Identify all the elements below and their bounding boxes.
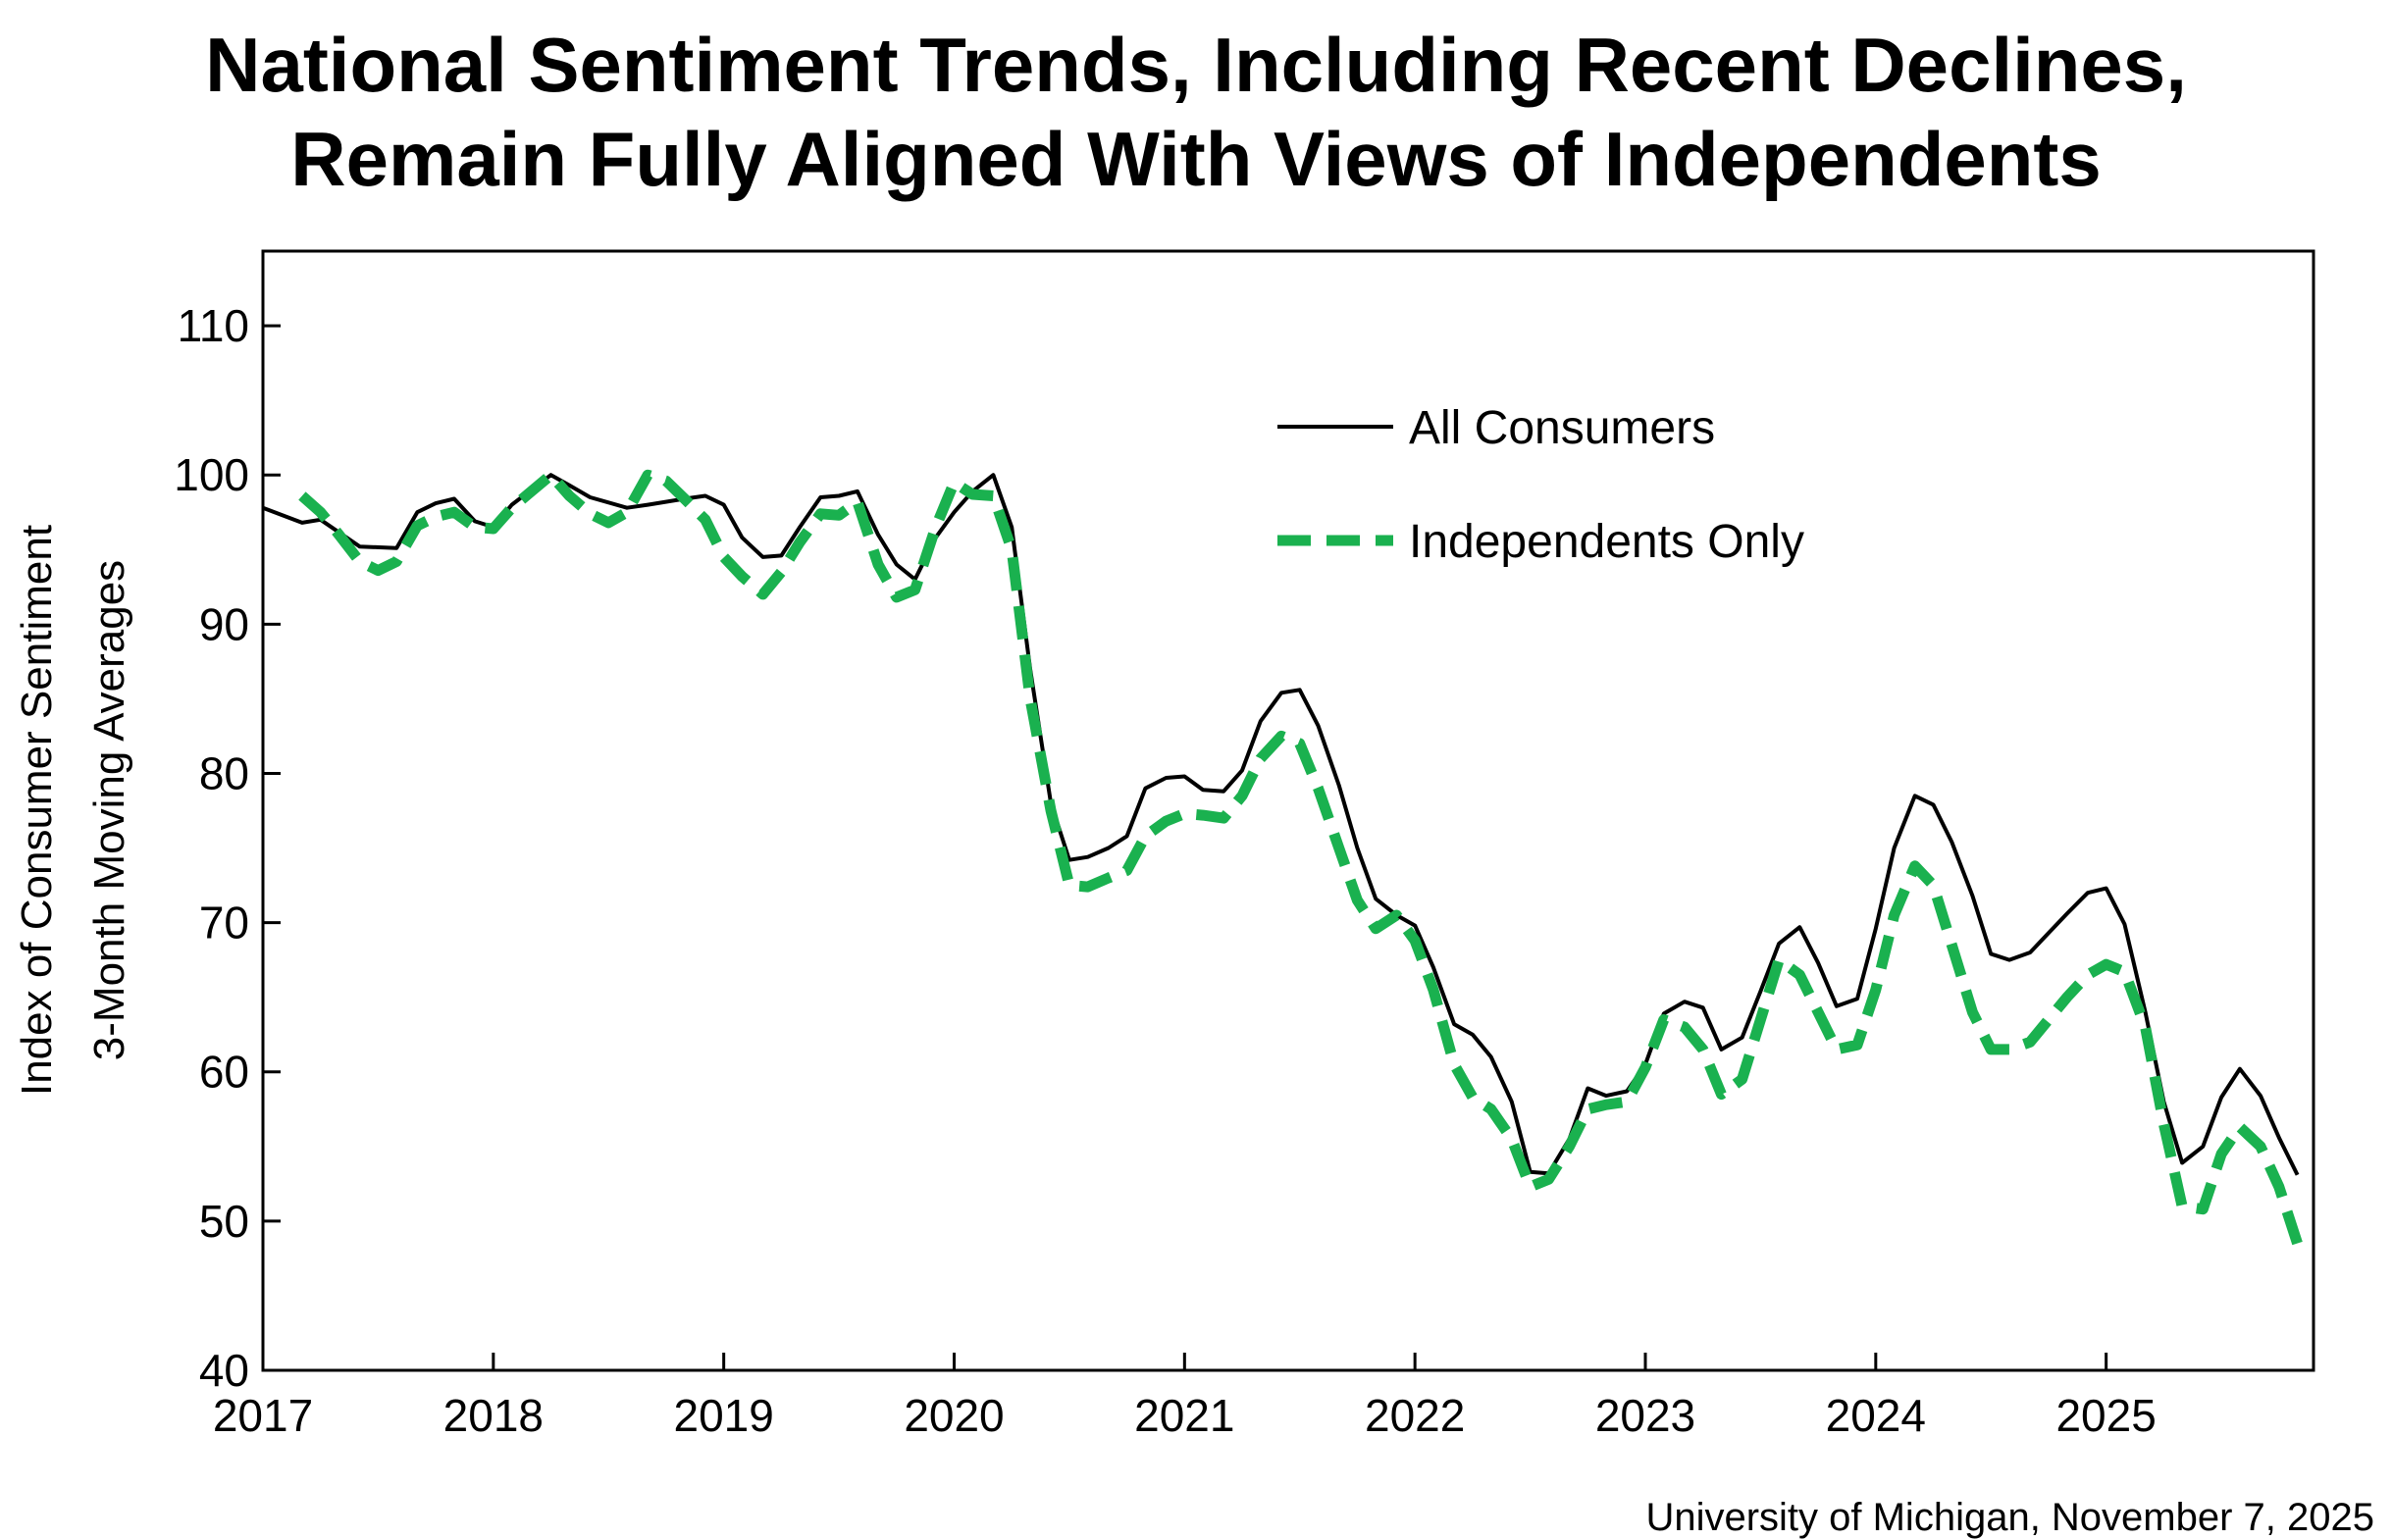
series-line-all-consumers [262, 473, 2300, 1176]
series-line-independents [298, 469, 2303, 1246]
y-tick-label: 50 [199, 1196, 249, 1247]
legend-label-independents: Independents Only [1409, 516, 1804, 568]
y-tick-label: 110 [178, 300, 249, 351]
x-tick-label: 2020 [904, 1390, 1004, 1441]
x-tick-label: 2023 [1595, 1390, 1695, 1441]
y-axis: 40 50 60 70 80 90 100 110 [174, 300, 281, 1396]
plot-frame [261, 249, 2315, 1372]
y-tick-label: 80 [199, 747, 249, 798]
chart-title-line-1: National Sentiment Trends, Including Rec… [205, 22, 2187, 108]
legend: All Consumers Independents Only [1277, 402, 1804, 568]
y-tick-label: 70 [199, 898, 249, 949]
x-tick-label: 2021 [1134, 1390, 1234, 1441]
chart-title: National Sentiment Trends, Including Rec… [0, 18, 2392, 206]
y-tick-label: 60 [199, 1047, 249, 1098]
y-tick-label: 40 [199, 1345, 249, 1396]
chart-title-line-2: Remain Fully Aligned With Views of Indep… [290, 116, 2102, 202]
y-tick-label: 100 [174, 449, 249, 500]
source-note: University of Michigan, November 7, 2025 [1645, 1496, 2374, 1539]
x-axis: 2017 2018 2019 2020 2021 2022 2023 2024 2025 [213, 1353, 2157, 1441]
y-axis-label-line-2: 3-Month Moving Averages [85, 560, 133, 1060]
x-tick-label: 2019 [673, 1390, 773, 1441]
x-tick-label: 2024 [1826, 1390, 1926, 1441]
y-tick-label: 90 [199, 598, 249, 649]
x-tick-label: 2017 [213, 1390, 313, 1441]
x-tick-label: 2025 [2055, 1390, 2156, 1441]
y-axis-label-line-1: Index of Consumer Sentiment [13, 525, 61, 1096]
series-lines [262, 469, 2303, 1246]
x-tick-label: 2018 [443, 1390, 544, 1441]
y-axis-label: Index of Consumer Sentiment 3-Month Movi… [13, 525, 133, 1096]
x-tick-label: 2022 [1365, 1390, 1465, 1441]
legend-label-all-consumers: All Consumers [1409, 402, 1715, 454]
